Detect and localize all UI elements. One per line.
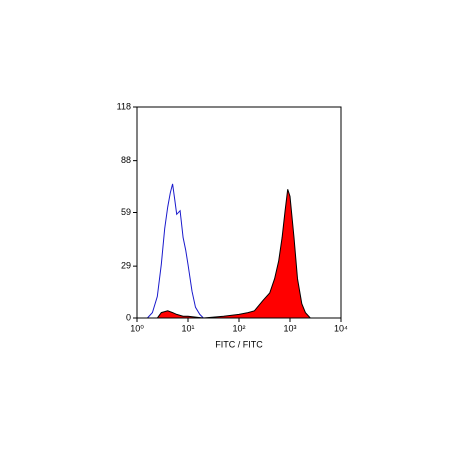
x-tick-label: 10⁴ xyxy=(334,323,348,333)
plot-frame xyxy=(136,106,342,319)
histogram-line xyxy=(147,183,204,319)
y-tick-label: 118 xyxy=(117,101,131,111)
y-tick-label: 88 xyxy=(121,155,131,165)
x-tick-label: 10⁰ xyxy=(130,323,144,333)
x-tick-label: 10³ xyxy=(283,323,296,333)
x-tick-label: 10¹ xyxy=(181,323,194,333)
x-axis-label: FITC / FITC xyxy=(215,339,263,349)
y-tick-label: 29 xyxy=(121,261,131,271)
x-tick-label: 10² xyxy=(232,323,245,333)
y-tick-label: 0 xyxy=(126,312,131,322)
y-tick-label: 59 xyxy=(121,207,131,217)
histogram-area xyxy=(137,189,341,319)
